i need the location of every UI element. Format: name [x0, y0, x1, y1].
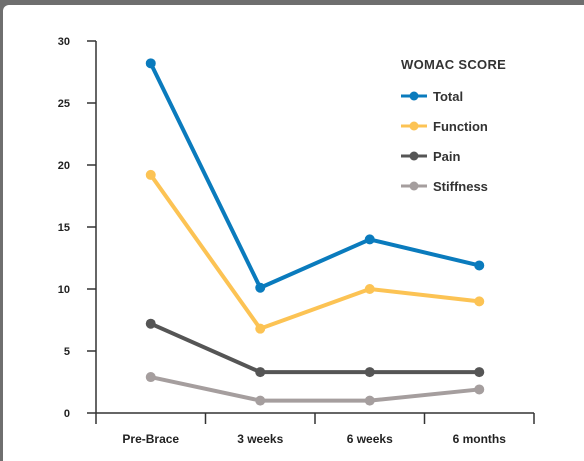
series-line — [148, 321, 482, 375]
legend-label: Function — [433, 119, 488, 134]
legend-item-function: Function — [401, 119, 488, 134]
data-point — [255, 395, 266, 406]
legend-item-stiffness: Stiffness — [401, 179, 488, 194]
data-point — [255, 282, 266, 293]
data-point — [255, 323, 266, 334]
legend-label: Total — [433, 89, 463, 104]
series-line — [148, 375, 482, 403]
data-point — [145, 58, 156, 69]
legend: WOMAC SCORE Total Function Pain Stiffness — [401, 57, 506, 194]
x-tick-label: 3 weeks — [237, 432, 283, 446]
data-point — [364, 395, 375, 406]
legend-item-total: Total — [401, 89, 463, 104]
data-point — [364, 284, 375, 294]
y-tick-label: 15 — [58, 222, 70, 234]
chart-card — [3, 5, 584, 461]
legend-label: Stiffness — [433, 179, 488, 194]
legend-swatch-marker — [409, 91, 419, 101]
series-line — [148, 172, 482, 331]
y-tick-label: 5 — [64, 346, 70, 358]
series-function — [145, 169, 485, 334]
y-tick-label: 30 — [58, 36, 70, 48]
y-tick-label: 25 — [58, 98, 70, 110]
legend-label: Pain — [433, 149, 461, 164]
data-point — [364, 367, 375, 378]
x-tick-label: 6 months — [453, 432, 507, 446]
data-point — [474, 367, 485, 378]
x-tick-label: 6 weeks — [347, 432, 393, 446]
chart-axes: 0 5 10 15 20 25 30 Pre-Brace 3 weeks 6 weeks 6 mon… — [58, 36, 535, 446]
y-tick-label: 10 — [58, 284, 70, 296]
data-point — [474, 384, 485, 395]
series-layer — [145, 58, 485, 406]
legend-title: WOMAC SCORE — [401, 57, 506, 72]
legend-swatch-marker — [409, 181, 419, 191]
x-tick-label: Pre-Brace — [122, 432, 179, 446]
data-point — [145, 372, 156, 383]
series-pain — [145, 318, 485, 378]
data-point — [255, 367, 266, 378]
data-point — [474, 296, 485, 307]
data-point — [474, 260, 485, 271]
data-point — [145, 169, 156, 180]
legend-item-pain: Pain — [401, 149, 461, 164]
data-point — [364, 234, 375, 245]
series-line — [148, 61, 482, 290]
y-tick-label: 0 — [64, 408, 70, 420]
series-total — [145, 58, 485, 293]
legend-swatch-marker — [409, 121, 419, 131]
y-tick-label: 20 — [58, 160, 70, 172]
series-stiffness — [145, 372, 485, 406]
data-point — [145, 318, 156, 329]
legend-swatch-marker — [409, 151, 419, 161]
